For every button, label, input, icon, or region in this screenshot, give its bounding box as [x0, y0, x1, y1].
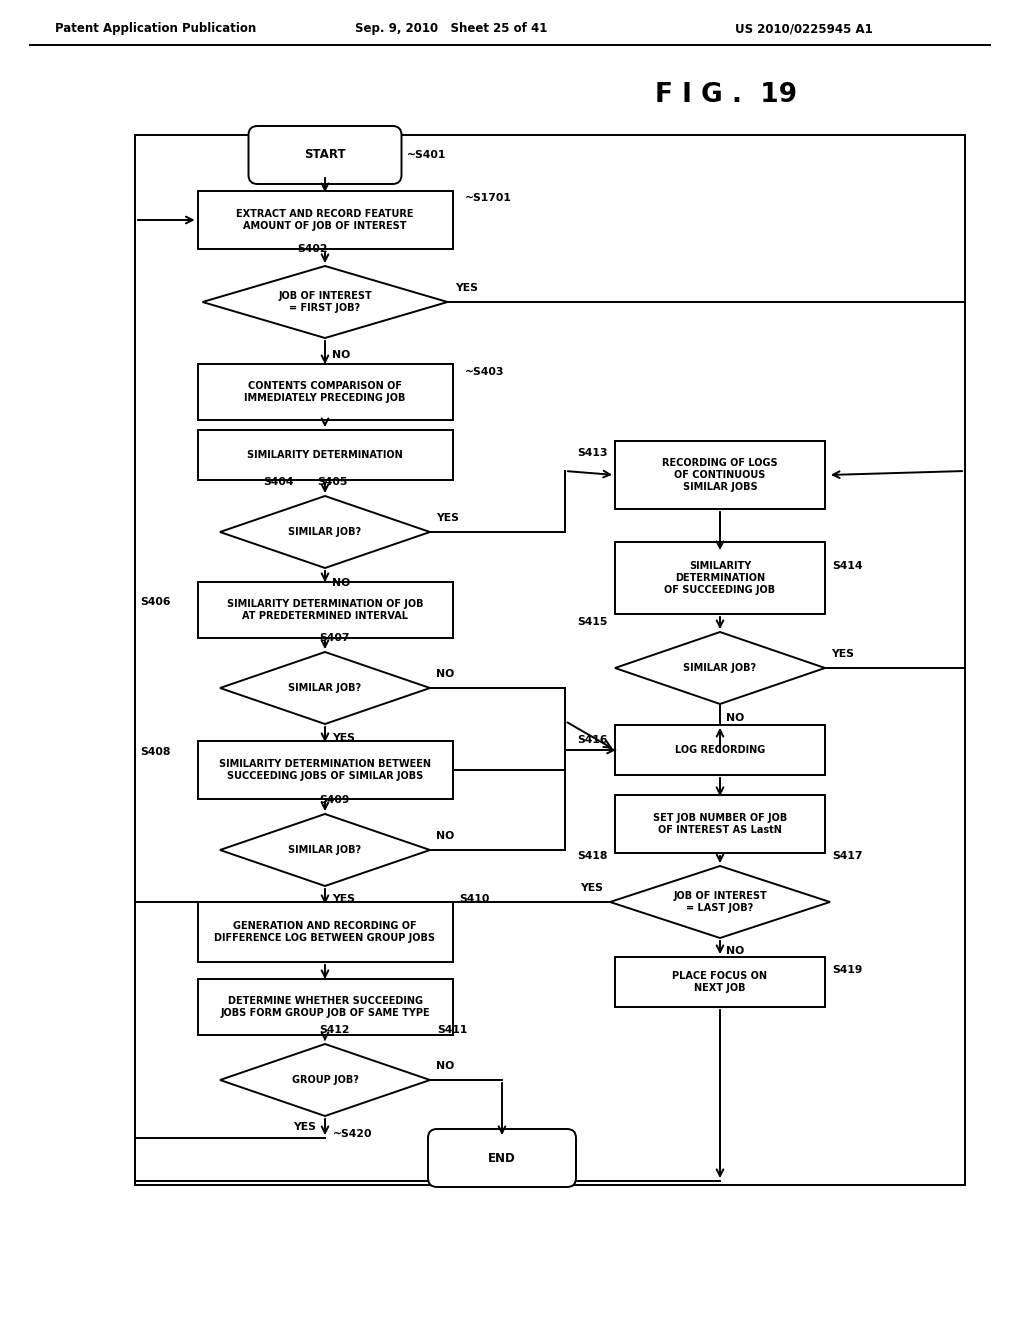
FancyBboxPatch shape [249, 125, 401, 183]
Text: NO: NO [332, 578, 350, 587]
FancyBboxPatch shape [198, 979, 453, 1035]
Text: CONTENTS COMPARISON OF
IMMEDIATELY PRECEDING JOB: CONTENTS COMPARISON OF IMMEDIATELY PRECE… [245, 381, 406, 403]
FancyBboxPatch shape [198, 430, 453, 480]
Text: LOG RECORDING: LOG RECORDING [675, 744, 765, 755]
FancyBboxPatch shape [615, 543, 825, 614]
Text: YES: YES [456, 282, 478, 293]
Text: S414: S414 [831, 561, 862, 572]
Text: START: START [304, 149, 346, 161]
Polygon shape [615, 632, 825, 704]
FancyBboxPatch shape [615, 725, 825, 775]
Text: S404: S404 [263, 477, 294, 487]
Text: S411: S411 [437, 1026, 467, 1035]
Text: YES: YES [581, 883, 603, 894]
Text: GENERATION AND RECORDING OF
DIFFERENCE LOG BETWEEN GROUP JOBS: GENERATION AND RECORDING OF DIFFERENCE L… [214, 921, 435, 942]
Text: Sep. 9, 2010   Sheet 25 of 41: Sep. 9, 2010 Sheet 25 of 41 [355, 22, 548, 36]
Text: S412: S412 [319, 1026, 349, 1035]
Text: S406: S406 [140, 597, 171, 607]
Text: NO: NO [436, 832, 455, 841]
Text: YES: YES [293, 1122, 315, 1133]
Text: JOB OF INTEREST
= FIRST JOB?: JOB OF INTEREST = FIRST JOB? [279, 292, 372, 313]
Text: F I G .  19: F I G . 19 [655, 82, 797, 108]
Polygon shape [610, 866, 830, 939]
Text: NO: NO [726, 713, 744, 723]
Text: ~S403: ~S403 [465, 367, 504, 378]
Polygon shape [220, 814, 430, 886]
Text: YES: YES [332, 894, 355, 904]
Text: S407: S407 [319, 634, 349, 643]
Text: YES: YES [831, 649, 854, 659]
Text: NO: NO [332, 350, 350, 360]
Text: ~S1701: ~S1701 [465, 193, 511, 203]
FancyBboxPatch shape [615, 957, 825, 1007]
Bar [135, 135, 965, 1185]
Text: ~S420: ~S420 [333, 1129, 373, 1139]
Text: GROUP JOB?: GROUP JOB? [292, 1074, 358, 1085]
FancyBboxPatch shape [615, 441, 825, 510]
Text: SIMILAR JOB?: SIMILAR JOB? [289, 527, 361, 537]
Text: YES: YES [436, 513, 459, 523]
Text: SIMILAR JOB?: SIMILAR JOB? [289, 682, 361, 693]
Text: S413: S413 [578, 447, 608, 458]
Text: Patent Application Publication: Patent Application Publication [55, 22, 256, 36]
Text: RECORDING OF LOGS
OF CONTINUOUS
SIMILAR JOBS: RECORDING OF LOGS OF CONTINUOUS SIMILAR … [663, 458, 778, 491]
Text: S409: S409 [319, 795, 349, 805]
Text: S405: S405 [317, 477, 347, 487]
Text: S415: S415 [578, 616, 608, 627]
FancyBboxPatch shape [428, 1129, 575, 1187]
Text: S410: S410 [460, 894, 489, 904]
Polygon shape [203, 267, 447, 338]
FancyBboxPatch shape [198, 741, 453, 799]
Text: NO: NO [436, 669, 455, 678]
Polygon shape [220, 1044, 430, 1115]
Text: SIMILARITY
DETERMINATION
OF SUCCEEDING JOB: SIMILARITY DETERMINATION OF SUCCEEDING J… [665, 561, 775, 594]
FancyBboxPatch shape [615, 795, 825, 853]
Text: SIMILAR JOB?: SIMILAR JOB? [683, 663, 757, 673]
Text: SIMILARITY DETERMINATION OF JOB
AT PREDETERMINED INTERVAL: SIMILARITY DETERMINATION OF JOB AT PREDE… [226, 599, 423, 620]
Polygon shape [220, 496, 430, 568]
Text: ~S401: ~S401 [407, 150, 446, 160]
Text: NO: NO [726, 946, 744, 956]
Text: S417: S417 [831, 851, 862, 861]
Text: PLACE FOCUS ON
NEXT JOB: PLACE FOCUS ON NEXT JOB [673, 972, 768, 993]
Text: US 2010/0225945 A1: US 2010/0225945 A1 [735, 22, 872, 36]
Text: SIMILAR JOB?: SIMILAR JOB? [289, 845, 361, 855]
FancyBboxPatch shape [198, 364, 453, 420]
Text: SIMILARITY DETERMINATION BETWEEN
SUCCEEDING JOBS OF SIMILAR JOBS: SIMILARITY DETERMINATION BETWEEN SUCCEED… [219, 759, 431, 781]
FancyBboxPatch shape [198, 191, 453, 249]
Text: S416: S416 [578, 735, 608, 744]
Text: YES: YES [332, 733, 355, 743]
Text: S408: S408 [140, 747, 170, 756]
Text: JOB OF INTEREST
= LAST JOB?: JOB OF INTEREST = LAST JOB? [673, 891, 767, 913]
Text: SIMILARITY DETERMINATION: SIMILARITY DETERMINATION [247, 450, 402, 459]
FancyBboxPatch shape [198, 582, 453, 638]
Text: S418: S418 [578, 851, 608, 861]
Polygon shape [220, 652, 430, 723]
Text: S402: S402 [297, 244, 328, 253]
FancyBboxPatch shape [198, 902, 453, 962]
Text: END: END [488, 1151, 516, 1164]
Text: DETERMINE WHETHER SUCCEEDING
JOBS FORM GROUP JOB OF SAME TYPE: DETERMINE WHETHER SUCCEEDING JOBS FORM G… [220, 997, 430, 1018]
Text: NO: NO [436, 1061, 455, 1071]
Text: SET JOB NUMBER OF JOB
OF INTEREST AS LastN: SET JOB NUMBER OF JOB OF INTEREST AS Las… [653, 813, 787, 834]
Text: S419: S419 [831, 965, 862, 975]
Text: EXTRACT AND RECORD FEATURE
AMOUNT OF JOB OF INTEREST: EXTRACT AND RECORD FEATURE AMOUNT OF JOB… [237, 209, 414, 231]
